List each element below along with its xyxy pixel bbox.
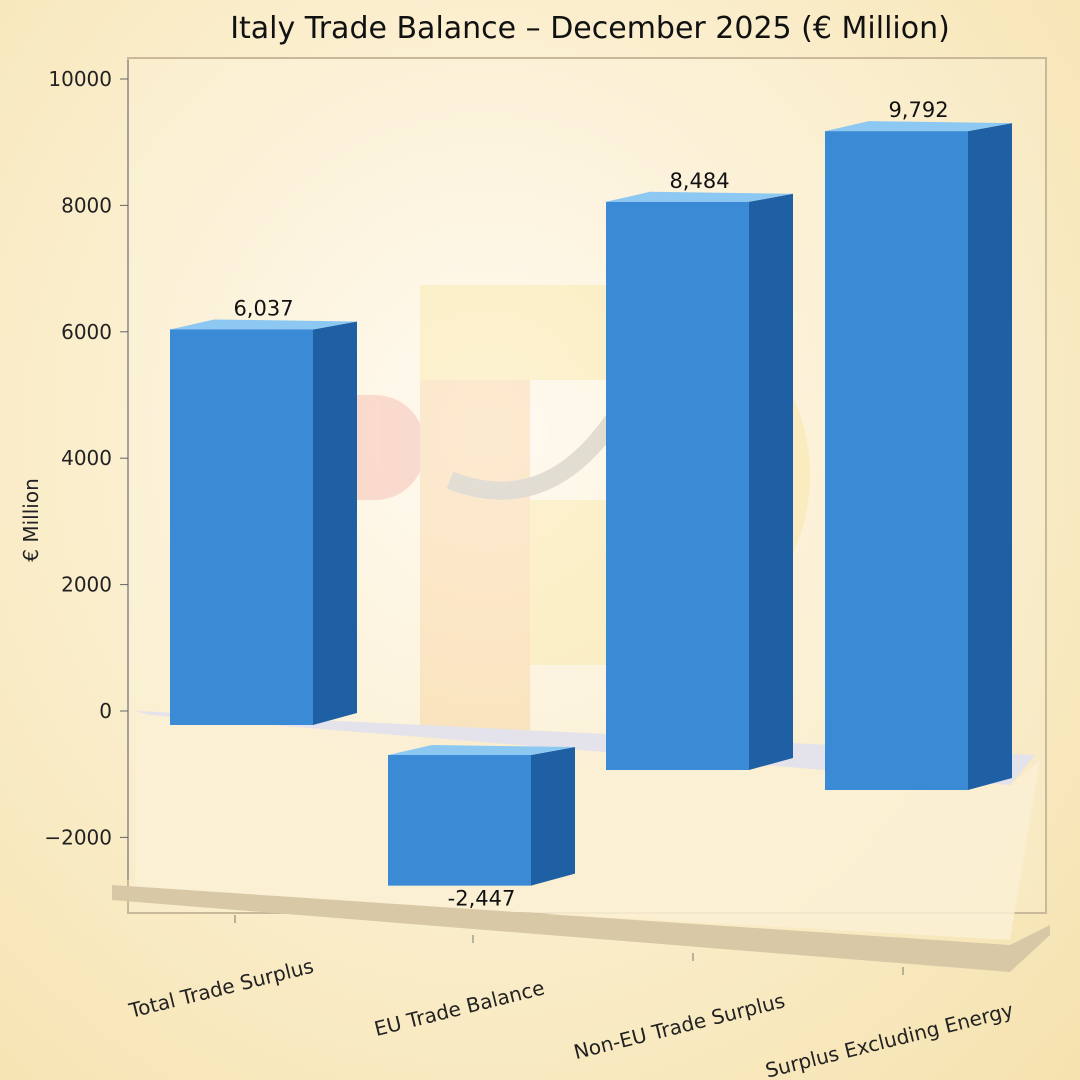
x-tick-label: Non-EU Trade Surplus [571,988,787,1064]
bar [606,201,749,770]
data-label: 9,792 [888,98,948,122]
y-tick-label: 0 [99,699,112,723]
bar-side [968,123,1012,790]
bar-top [606,191,793,202]
bar-side [749,193,793,770]
floor-front [135,711,1040,940]
bar [388,755,531,886]
floor-base [112,885,1050,972]
y-axis-label: € Million [19,478,43,561]
data-label: 6,037 [233,296,293,320]
y-tick-label: −2000 [44,825,112,849]
bar [825,131,968,790]
y-tick-label: 2000 [61,573,112,597]
y-tick-label: 6000 [61,320,112,344]
bar [170,329,313,725]
chart-title: Italy Trade Balance – December 2025 (€ M… [230,11,950,46]
x-tick-label: EU Trade Balance [372,975,547,1041]
floor-top [135,711,1035,785]
bar-side [313,321,357,725]
bar-side [531,747,575,886]
y-tick-label: 4000 [61,446,112,470]
bar-top [825,121,1012,132]
bar-top [170,319,357,330]
data-label: -2,447 [448,887,516,911]
bar-top [388,745,575,755]
x-tick-label: Surplus Excluding Energy [763,998,1016,1080]
x-tick-label: Total Trade Surplus [126,954,316,1023]
data-label: 8,484 [669,169,729,193]
y-tick-label: 10000 [48,67,112,91]
y-tick-label: 8000 [61,193,112,217]
